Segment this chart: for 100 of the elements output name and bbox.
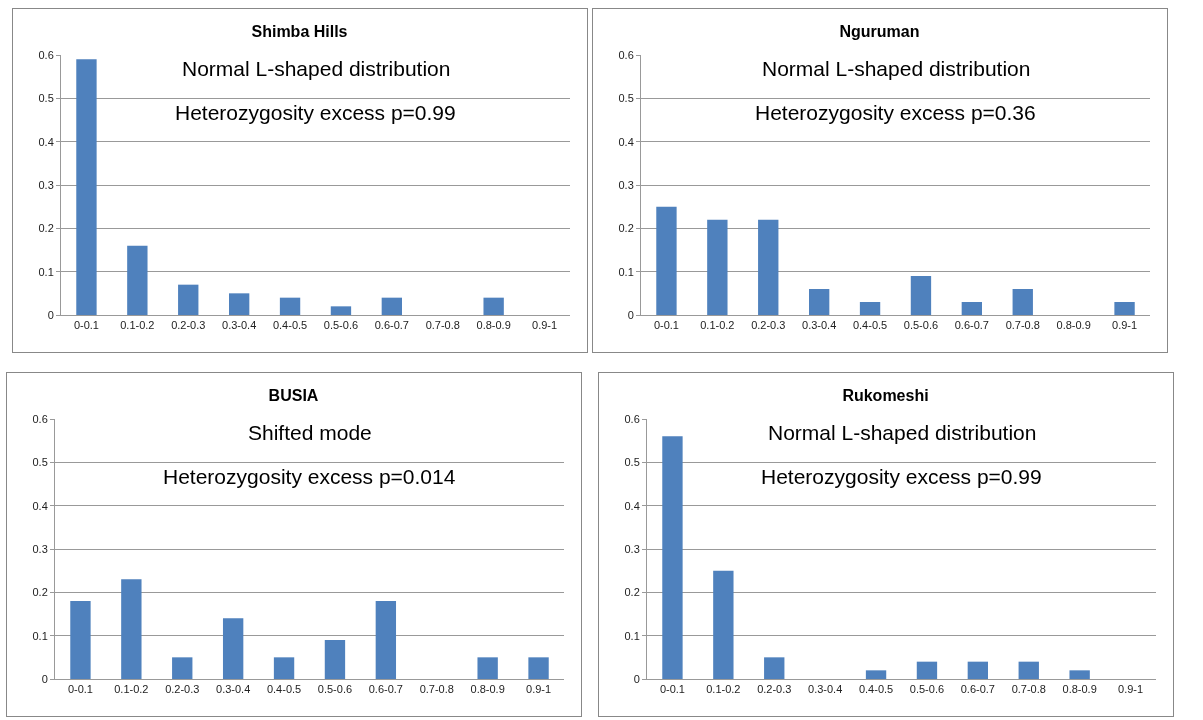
x-tick-label: 0-0.1 [653, 319, 679, 332]
bar [656, 206, 677, 315]
y-tick-label: 0.3 [32, 542, 48, 555]
bar [127, 245, 148, 315]
x-tick-label: 0.7-0.8 [419, 683, 454, 696]
chart-title: Nguruman [839, 23, 920, 41]
x-tick-label: 0.8-0.9 [476, 319, 511, 332]
x-tick-label: 0.2-0.3 [171, 319, 206, 332]
bar [808, 289, 830, 315]
bar [1012, 289, 1033, 315]
bar [764, 657, 785, 679]
x-tick-label: 0.4-0.5 [266, 683, 302, 696]
y-tick-label: 0.6 [38, 48, 54, 61]
chart-title: BUSIA [268, 387, 319, 405]
bar [228, 293, 250, 315]
y-tick-label: 0.5 [32, 456, 48, 469]
bar [961, 302, 983, 315]
x-tick-label: 0.1-0.2 [120, 319, 155, 332]
y-tick-label: 0.5 [38, 92, 54, 105]
x-tick-label: 0.3-0.4 [802, 319, 837, 332]
y-tick-label: 0.5 [624, 456, 640, 469]
x-tick-label: 0.7-0.8 [1011, 683, 1046, 696]
annotation: Normal L-shaped distribution [182, 57, 451, 80]
bar [483, 297, 504, 315]
bar [381, 297, 403, 315]
x-tick-label: 0.1-0.2 [700, 319, 735, 332]
x-tick-label: 0.3-0.4 [222, 319, 257, 332]
y-tick-label: 0.4 [38, 135, 54, 148]
x-tick-label: 0.9-1 [1118, 683, 1144, 696]
annotation: Shifted mode [248, 421, 372, 444]
annotation: Heterozygosity excess p=0.99 [175, 101, 456, 124]
y-tick-label: 0 [627, 308, 634, 321]
bar [273, 657, 295, 679]
bar [707, 219, 728, 315]
y-tick-label: 0.4 [624, 499, 640, 512]
x-tick-label: 0.8-0.9 [1062, 683, 1097, 696]
bar [279, 297, 301, 315]
x-tick-label: 0.9-1 [526, 683, 552, 696]
y-tick-label: 0.3 [38, 178, 54, 191]
y-tick-label: 0.6 [624, 412, 640, 425]
x-tick-label: 0.7-0.8 [1005, 319, 1040, 332]
y-tick-label: 0.1 [618, 265, 634, 278]
y-tick-label: 0.4 [32, 499, 48, 512]
bar [910, 276, 932, 315]
x-tick-label: 0.5-0.6 [909, 683, 945, 696]
chart-title: Shimba Hills [251, 23, 348, 41]
bar [662, 436, 683, 679]
y-tick-label: 0.2 [618, 222, 634, 235]
x-tick-label: 0.4-0.5 [858, 683, 894, 696]
y-tick-label: 0.3 [618, 178, 634, 191]
annotation: Heterozygosity excess p=0.36 [755, 101, 1036, 124]
x-tick-label: 0.8-0.9 [1056, 319, 1091, 332]
bar [222, 618, 244, 679]
bar [1114, 302, 1135, 315]
x-tick-label: 0.8-0.9 [470, 683, 505, 696]
bar [121, 579, 142, 679]
x-tick-label: 0.7-0.8 [425, 319, 460, 332]
bar [916, 661, 938, 679]
x-tick-label: 0-0.1 [67, 683, 93, 696]
x-tick-label: 0.4-0.5 [272, 319, 308, 332]
y-tick-label: 0.6 [32, 412, 48, 425]
y-tick-label: 0.2 [32, 586, 48, 599]
y-tick-label: 0.1 [32, 629, 48, 642]
x-tick-label: 0.1-0.2 [114, 683, 149, 696]
x-tick-label: 0.4-0.5 [852, 319, 888, 332]
bar [967, 661, 989, 679]
annotation: Normal L-shaped distribution [768, 421, 1037, 444]
bar [375, 601, 397, 679]
y-tick-label: 0 [47, 308, 54, 321]
x-tick-label: 0.5-0.6 [317, 683, 353, 696]
bar [70, 601, 91, 679]
bar [865, 670, 887, 679]
bar [758, 219, 779, 315]
bar [178, 284, 199, 315]
y-tick-label: 0 [41, 672, 48, 685]
x-tick-label: 0.3-0.4 [808, 683, 843, 696]
annotation: Heterozygosity excess p=0.014 [163, 465, 456, 488]
x-tick-label: 0.9-1 [1112, 319, 1138, 332]
bar [172, 657, 193, 679]
bar [477, 657, 498, 679]
bar [324, 640, 346, 679]
x-tick-label: 0.6-0.7 [960, 683, 995, 696]
y-tick-label: 0.6 [618, 48, 634, 61]
x-tick-label: 0.2-0.3 [751, 319, 786, 332]
x-tick-label: 0.6-0.7 [374, 319, 409, 332]
y-tick-label: 0.1 [624, 629, 640, 642]
bar [76, 59, 97, 315]
x-tick-label: 0.6-0.7 [954, 319, 989, 332]
x-tick-label: 0-0.1 [659, 683, 685, 696]
x-tick-label: 0.5-0.6 [903, 319, 939, 332]
bar [1018, 661, 1039, 679]
x-tick-label: 0.3-0.4 [216, 683, 251, 696]
y-tick-label: 0.2 [38, 222, 54, 235]
x-tick-label: 0.1-0.2 [706, 683, 741, 696]
y-tick-label: 0.3 [624, 542, 640, 555]
x-tick-label: 0.2-0.3 [757, 683, 792, 696]
chart-title: Rukomeshi [842, 387, 929, 405]
x-tick-label: 0.2-0.3 [165, 683, 200, 696]
x-tick-label: 0-0.1 [73, 319, 99, 332]
bar [1069, 670, 1090, 679]
